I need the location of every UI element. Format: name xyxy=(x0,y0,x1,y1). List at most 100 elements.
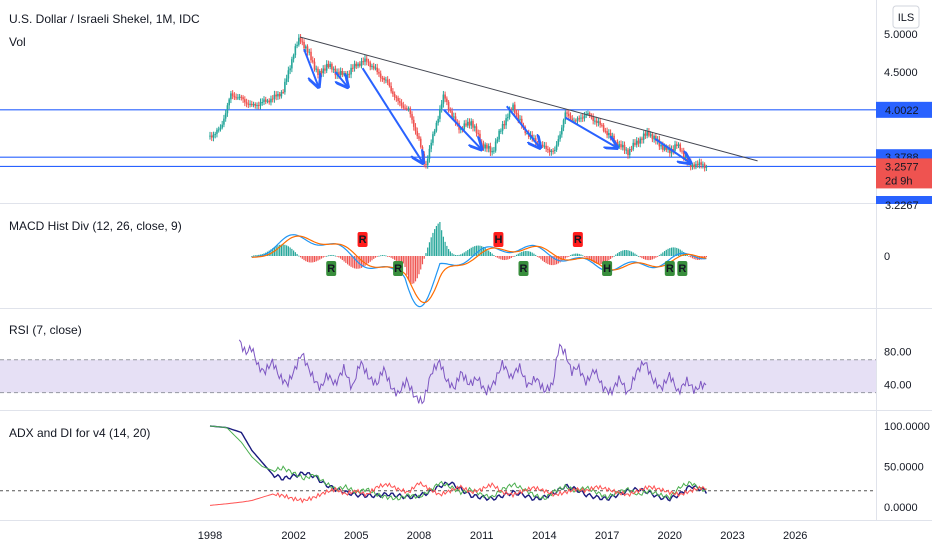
candle-body[interactable] xyxy=(266,100,269,102)
candle-body[interactable] xyxy=(642,133,645,140)
candle-body[interactable] xyxy=(399,101,401,103)
candle-body[interactable] xyxy=(252,103,255,106)
candle-body[interactable] xyxy=(517,113,520,120)
rsi-line[interactable] xyxy=(238,339,707,405)
candle-body[interactable] xyxy=(555,144,558,150)
di-minus-line[interactable] xyxy=(209,480,707,506)
drawn-arrow[interactable] xyxy=(654,138,691,163)
candle-body[interactable] xyxy=(397,98,399,102)
candle-body[interactable] xyxy=(592,116,594,121)
candle-body[interactable] xyxy=(597,121,600,123)
divergence-marker[interactable] xyxy=(393,261,404,276)
di-plus-line[interactable] xyxy=(209,425,707,501)
candle-body[interactable] xyxy=(304,46,307,49)
candle-body[interactable] xyxy=(695,164,697,168)
candle-body[interactable] xyxy=(263,99,265,102)
candle-body[interactable] xyxy=(526,132,528,134)
candle-body[interactable] xyxy=(352,67,354,69)
candle-body[interactable] xyxy=(646,131,648,136)
candle-body[interactable] xyxy=(482,143,485,149)
candle-body[interactable] xyxy=(418,136,420,139)
candle-body[interactable] xyxy=(219,127,222,130)
candle-body[interactable] xyxy=(209,135,211,137)
candle-body[interactable] xyxy=(388,82,391,86)
candle-body[interactable] xyxy=(224,113,227,119)
candle-body[interactable] xyxy=(447,101,450,111)
candle-body[interactable] xyxy=(635,140,638,145)
candle-body[interactable] xyxy=(691,164,694,168)
candle-body[interactable] xyxy=(226,105,229,114)
candle-body[interactable] xyxy=(259,102,262,106)
candle-body[interactable] xyxy=(594,120,596,122)
candle-body[interactable] xyxy=(339,70,342,76)
candle-body[interactable] xyxy=(669,147,671,154)
candle-body[interactable] xyxy=(446,98,448,102)
candle-body[interactable] xyxy=(285,78,288,82)
candle-body[interactable] xyxy=(378,71,380,74)
candle-body[interactable] xyxy=(242,97,244,100)
candle-body[interactable] xyxy=(343,72,345,75)
candle-body[interactable] xyxy=(620,144,622,148)
candle-body[interactable] xyxy=(554,149,556,152)
candle-body[interactable] xyxy=(240,96,243,98)
candle-body[interactable] xyxy=(660,145,662,147)
candle-body[interactable] xyxy=(684,157,687,159)
candle-body[interactable] xyxy=(480,142,483,144)
candle-body[interactable] xyxy=(566,112,568,114)
candle-body[interactable] xyxy=(552,150,554,152)
divergence-marker[interactable] xyxy=(493,232,504,247)
candle-body[interactable] xyxy=(270,98,272,103)
candle-body[interactable] xyxy=(672,149,675,151)
drawn-arrow[interactable] xyxy=(564,116,617,148)
candle-body[interactable] xyxy=(325,63,328,71)
candle-body[interactable] xyxy=(604,130,607,132)
price-level-badge[interactable] xyxy=(876,158,932,189)
candle-body[interactable] xyxy=(618,144,621,148)
candle-body[interactable] xyxy=(677,144,680,146)
candle-body[interactable] xyxy=(355,63,358,67)
candle-body[interactable] xyxy=(698,162,701,166)
candle-body[interactable] xyxy=(318,70,321,76)
candle-body[interactable] xyxy=(437,118,439,123)
candle-body[interactable] xyxy=(392,91,394,95)
candle-body[interactable] xyxy=(282,92,284,94)
candle-body[interactable] xyxy=(444,94,446,99)
candle-body[interactable] xyxy=(245,102,248,104)
candle-body[interactable] xyxy=(615,141,617,143)
candle-body[interactable] xyxy=(571,118,574,121)
candle-body[interactable] xyxy=(284,81,286,93)
candle-body[interactable] xyxy=(346,73,349,79)
candle-body[interactable] xyxy=(665,146,668,150)
candle-body[interactable] xyxy=(627,149,629,156)
candle-body[interactable] xyxy=(484,144,486,149)
candle-body[interactable] xyxy=(364,58,366,62)
candle-body[interactable] xyxy=(545,145,547,149)
candle-body[interactable] xyxy=(580,117,582,119)
candle-body[interactable] xyxy=(439,108,441,119)
candle-body[interactable] xyxy=(320,70,323,74)
candle-body[interactable] xyxy=(334,68,337,76)
candle-body[interactable] xyxy=(616,142,619,148)
candle-body[interactable] xyxy=(557,139,560,145)
candle-body[interactable] xyxy=(430,142,432,149)
candle-body[interactable] xyxy=(353,63,356,69)
candle-body[interactable] xyxy=(301,41,304,43)
candle-body[interactable] xyxy=(475,126,478,134)
candle-body[interactable] xyxy=(348,73,351,75)
candle-body[interactable] xyxy=(567,113,570,117)
candle-body[interactable] xyxy=(561,127,563,135)
candle-body[interactable] xyxy=(705,166,708,168)
candle-body[interactable] xyxy=(569,116,572,119)
candle-body[interactable] xyxy=(291,59,293,69)
candle-body[interactable] xyxy=(621,144,624,148)
candle-body[interactable] xyxy=(449,110,452,112)
candle-body[interactable] xyxy=(595,120,598,123)
candle-body[interactable] xyxy=(477,133,480,135)
candle-body[interactable] xyxy=(639,138,641,144)
candle-body[interactable] xyxy=(275,94,277,97)
candle-body[interactable] xyxy=(294,46,297,56)
candle-body[interactable] xyxy=(606,131,608,136)
candle-body[interactable] xyxy=(289,68,291,71)
candle-body[interactable] xyxy=(374,67,377,69)
candle-body[interactable] xyxy=(409,108,412,115)
